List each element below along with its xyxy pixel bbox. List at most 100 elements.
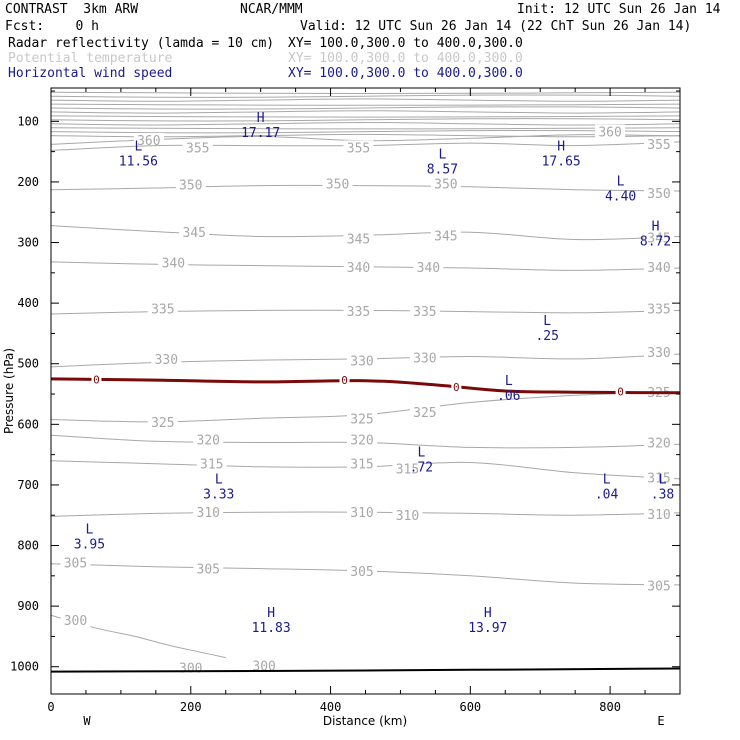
- theta-label-bg: [343, 259, 374, 274]
- theta-label: 305: [197, 563, 220, 578]
- x-tick-label: 400: [320, 700, 342, 714]
- theta-label: 325: [151, 416, 174, 431]
- theta-label-bg: [182, 140, 213, 155]
- endpoint-label-west: W: [83, 714, 91, 728]
- header-center: NCAR/MMM: [240, 2, 303, 17]
- header-fcst: Fcst: 0 h: [5, 19, 99, 34]
- zero-label-bg: [451, 380, 462, 393]
- wind-extremum-value: 8.57: [427, 162, 458, 177]
- wind-extremum-value: 13.97: [468, 621, 507, 636]
- theta-label-bg: [644, 230, 675, 245]
- x-axis-title: Distance (km): [323, 714, 407, 728]
- theta-label-bg: [175, 177, 206, 192]
- wind-extremum-value: .38: [651, 488, 674, 503]
- theta-label: 330: [155, 353, 178, 368]
- ground-line: [51, 667, 680, 673]
- theta-label-bg: [196, 456, 227, 471]
- theta-label: 305: [350, 565, 373, 580]
- theta-label-bg: [644, 345, 675, 360]
- theta-label: 355: [647, 138, 670, 153]
- theta-label-bg: [644, 136, 675, 151]
- theta-label-bg: [347, 353, 378, 368]
- y-tick-label: 100: [17, 114, 39, 128]
- field-xy-theta: XY= 100.0,300.0 to 400.0,300.0: [288, 51, 523, 66]
- band-contour: [51, 103, 680, 106]
- field-xy-wind: XY= 100.0,300.0 to 400.0,300.0: [288, 66, 523, 81]
- header-init: Init: 12 UTC Sun 26 Jan 14: [517, 2, 721, 17]
- theta-label: 310: [647, 508, 670, 523]
- theta-label-bg: [60, 613, 91, 628]
- band-contour: [51, 115, 680, 118]
- zero-label: 0: [93, 373, 100, 386]
- wind-extremum-type: H: [557, 139, 565, 154]
- wind-extremum-type: L: [134, 139, 142, 154]
- theta-label: 300: [64, 614, 87, 629]
- y-tick-label: 900: [17, 599, 39, 613]
- wind-extremum-value: 11.56: [119, 154, 158, 169]
- theta-label-bg: [644, 470, 675, 485]
- stratosphere-theta-band: [51, 91, 680, 138]
- theta-label-bg: [430, 176, 461, 191]
- theta-label: 335: [647, 303, 670, 318]
- band-contour: [51, 94, 680, 98]
- theta-label-bg: [644, 578, 675, 593]
- theta-label: 320: [197, 433, 220, 448]
- theta-label-bg: [147, 301, 178, 316]
- theta-label-bg: [644, 259, 675, 274]
- wind-extremum-type: L: [438, 147, 446, 162]
- theta-label: 310: [350, 506, 373, 521]
- theta-label: 325: [350, 412, 373, 427]
- header-valid: Valid: 12 UTC Sun 26 Jan 14 (22 ChT Sun …: [300, 19, 692, 34]
- wind-extremum-type: H: [257, 111, 265, 126]
- band-contour: [51, 127, 680, 130]
- wind-extremum-value: .25: [535, 329, 558, 344]
- band-contour: [51, 110, 680, 114]
- theta-label-bg: [413, 259, 444, 274]
- field-name-theta: Potential temperature: [8, 51, 173, 66]
- wind-extremum-value: .06: [497, 389, 520, 404]
- zero-label-bg: [339, 374, 350, 387]
- zero-label-bg: [615, 385, 626, 398]
- theta-label-bg: [347, 563, 378, 578]
- wind-extremum-type: L: [617, 175, 625, 190]
- theta-label-bg: [179, 225, 210, 240]
- theta-label: 340: [347, 261, 370, 276]
- y-tick-label: 800: [17, 539, 39, 553]
- theta-label-bg: [347, 411, 378, 426]
- theta-label-bg: [392, 508, 423, 523]
- theta-label-bg: [347, 456, 378, 471]
- wind-extremum-value: 11.83: [252, 621, 291, 636]
- wind-extremum-type: H: [484, 606, 492, 621]
- theta-label-bg: [322, 176, 353, 191]
- field-name-reflectivity: Radar reflectivity (lamda = 10 cm): [8, 36, 275, 51]
- theta-label: 335: [413, 305, 436, 320]
- wind-extremum-type: L: [417, 445, 425, 460]
- theta-label-bg: [409, 304, 440, 319]
- theta-label: 300: [179, 661, 202, 676]
- theta-label: 355: [347, 141, 370, 156]
- theta-label-bg: [430, 228, 461, 243]
- wind-extremum-value: .04: [595, 488, 619, 503]
- theta-label: 345: [347, 232, 370, 247]
- theta-label: 340: [162, 257, 185, 272]
- theta-label-bg: [193, 505, 224, 520]
- zero-isotherm: 0 0 0 0: [51, 373, 680, 399]
- theta-label: 325: [413, 406, 436, 421]
- theta-label: 315: [350, 458, 373, 473]
- theta-label: 340: [647, 261, 670, 276]
- wind-extremum-type: L: [659, 473, 667, 488]
- theta-label: 315: [647, 472, 670, 487]
- theta-label-bg: [60, 555, 91, 570]
- zero-label: 0: [453, 381, 460, 394]
- y-tick-label: 200: [17, 175, 39, 189]
- zero-label: 0: [617, 386, 624, 399]
- wind-extremum-type: L: [215, 473, 223, 488]
- theta-label: 330: [413, 352, 436, 367]
- theta-label-bg: [644, 185, 675, 200]
- band-contour: [51, 98, 680, 102]
- wind-extremum-type: H: [652, 219, 660, 234]
- header-model: CONTRAST 3km ARW: [5, 2, 139, 17]
- y-tick-label: 500: [17, 357, 39, 371]
